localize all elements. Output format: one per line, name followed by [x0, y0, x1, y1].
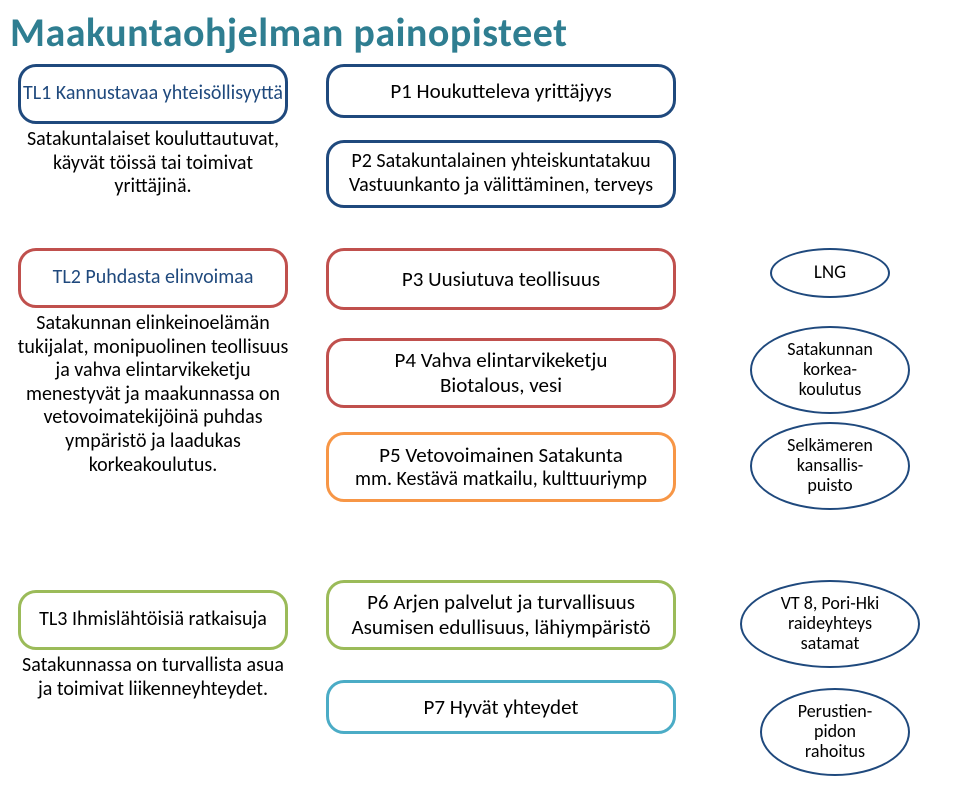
ellipse-selka: Selkämeren kansallis- puisto [750, 422, 910, 510]
tl1-heading: TL1 Kannustavaa yhteisöllisyyttä [23, 82, 283, 106]
p3-box: P3 Uusiutuva teollisuus [326, 248, 676, 310]
p1-text: P1 Houkutteleva yrittäjyys [390, 79, 611, 104]
ellipse-selka-l2: kansallis- [797, 456, 864, 476]
tl3-body: Satakunnassa on turvallista asua ja toim… [18, 654, 288, 701]
p2-text-l1: P2 Satakuntalainen yhteiskuntatakuu [351, 150, 650, 174]
ellipse-vt8-l2: raideyhteys [788, 614, 872, 634]
ellipse-vt8-l3: satamat [801, 634, 860, 654]
p2-text-l2: Vastuunkanto ja välittäminen, terveys [349, 174, 653, 198]
tl1-heading-box: TL1 Kannustavaa yhteisöllisyyttä [18, 64, 288, 124]
tl3-heading: TL3 Ihmislähtöisiä ratkaisuja [39, 608, 267, 632]
p7-text: P7 Hyvät yhteydet [424, 695, 579, 720]
ellipse-perus-l2: pidon [814, 722, 856, 742]
tl2-body: Satakunnan elinkeinoelämän tukijalat, mo… [10, 312, 296, 477]
p7-box: P7 Hyvät yhteydet [326, 680, 676, 734]
p6-text-l1: P6 Arjen palvelut ja turvallisuus [367, 590, 635, 615]
p1-box: P1 Houkutteleva yrittäjyys [326, 64, 676, 118]
ellipse-kk-l2: korkea- [803, 360, 857, 380]
ellipse-kk-l3: koulutus [799, 380, 862, 400]
ellipse-kk: Satakunnan korkea- koulutus [750, 326, 910, 414]
ellipse-perus: Perustien- pidon rahoitus [760, 688, 910, 776]
p4-box: P4 Vahva elintarvikeketju Biotalous, ves… [326, 338, 676, 408]
tl1-body: Satakuntalaiset kouluttautuvat, käyvät t… [18, 128, 288, 199]
ellipse-lng: LNG [770, 248, 890, 298]
p2-box: P2 Satakuntalainen yhteiskuntatakuu Vast… [326, 140, 676, 208]
page-title: Maakuntaohjelman painopisteet [0, 0, 960, 57]
p6-box: P6 Arjen palvelut ja turvallisuus Asumis… [326, 580, 676, 650]
tl3-heading-box: TL3 Ihmislähtöisiä ratkaisuja [18, 590, 288, 650]
ellipse-perus-l3: rahoitus [805, 742, 865, 762]
tl2-heading-box: TL2 Puhdasta elinvoimaa [18, 248, 288, 308]
tl2-heading: TL2 Puhdasta elinvoimaa [53, 266, 254, 290]
p4-text-l1: P4 Vahva elintarvikeketju [395, 348, 608, 373]
ellipse-lng-text: LNG [814, 263, 846, 284]
p3-text: P3 Uusiutuva teollisuus [402, 267, 600, 292]
ellipse-vt8: VT 8, Pori-Hki raideyhteys satamat [740, 580, 920, 668]
p5-text-l1: P5 Vetovoimainen Satakunta [379, 443, 623, 468]
ellipse-selka-l3: puisto [807, 476, 852, 496]
p5-box: P5 Vetovoimainen Satakunta mm. Kestävä m… [326, 432, 676, 502]
p4-text-l2: Biotalous, vesi [440, 373, 562, 398]
p6-text-l2: Asumisen edullisuus, lähiympäristö [351, 615, 650, 640]
p5-text-l2: mm. Kestävä matkailu, kulttuuriymp [355, 468, 647, 492]
